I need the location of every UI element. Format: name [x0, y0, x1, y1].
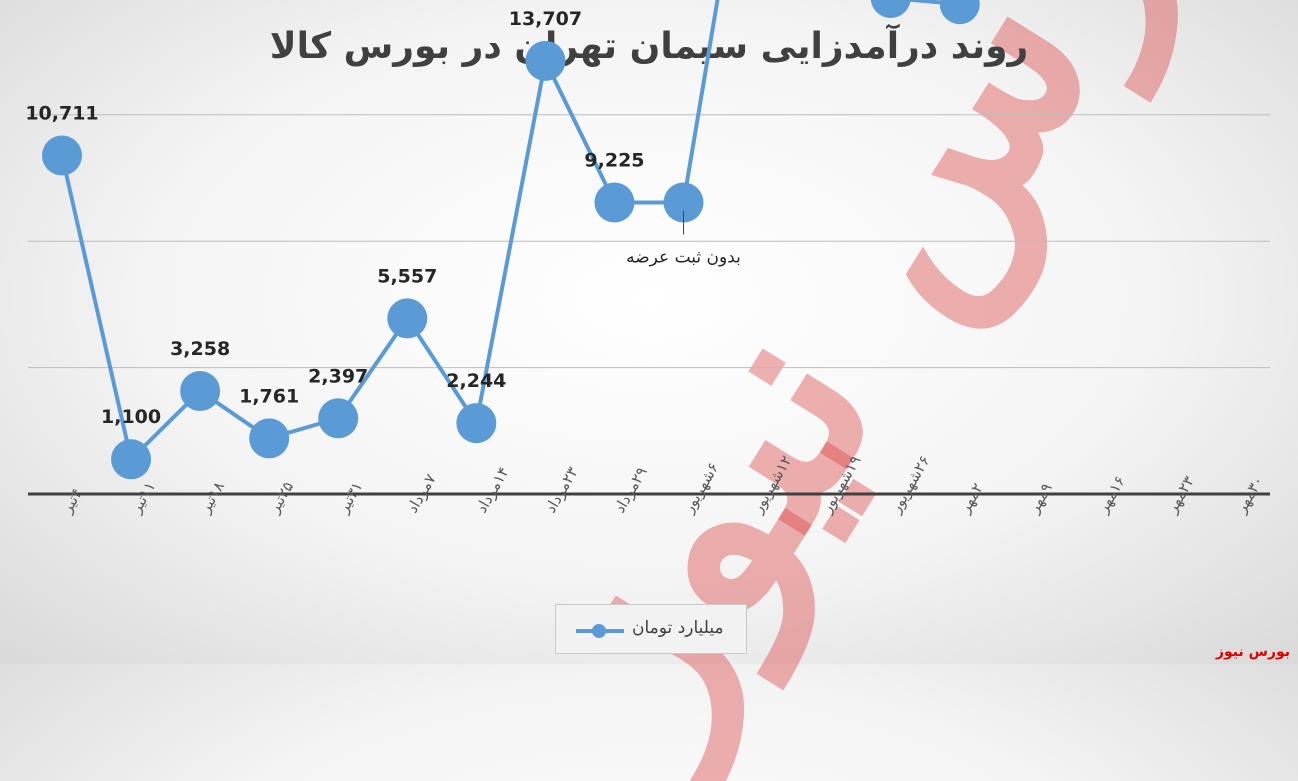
legend-label: میلیارد تومان — [632, 618, 724, 638]
data-point — [387, 298, 428, 339]
series-line-path — [60, 0, 968, 462]
data-label: 3,258 — [170, 338, 230, 360]
data-point — [111, 439, 152, 480]
data-point — [318, 398, 359, 439]
data-point — [870, 0, 911, 19]
brand-credit: بورس نیوز — [1215, 644, 1290, 660]
series-points — [42, 0, 980, 480]
x-tick-label: ۲۶شهریور — [886, 452, 934, 516]
gridlines — [28, 114, 1270, 369]
data-point — [663, 182, 704, 223]
x-tick-label: ۴تیر — [57, 485, 86, 517]
x-tick-label: ۹مهر — [1024, 480, 1056, 517]
data-label: 9,225 — [584, 149, 644, 171]
legend-marker-icon — [592, 624, 606, 638]
data-label: 13,707 — [509, 8, 582, 30]
annotation: بدون ثبت عرضه — [626, 210, 741, 267]
x-tick-label: ۱۹شهریور — [817, 452, 865, 516]
data-point — [42, 135, 82, 176]
x-tick-label: ۱۴مرداد — [472, 464, 513, 516]
series-line — [60, 0, 968, 462]
x-tick-label: ۱۱تیر — [126, 478, 159, 517]
legend: میلیارد تومان — [555, 604, 747, 654]
annotation-label: بدون ثبت عرضه — [626, 247, 741, 267]
data-point — [249, 418, 290, 459]
data-label: 1,100 — [101, 406, 161, 428]
x-tick-label: ۶شهریور — [679, 459, 723, 516]
chart-title: روند درآمدزایی سیمان تهران در بورس کالا — [269, 26, 1029, 67]
data-point — [525, 40, 566, 81]
data-label: 1,761 — [239, 385, 299, 407]
data-label: 2,397 — [308, 365, 368, 387]
data-point — [594, 182, 635, 223]
x-tick-label: ۲مهر — [955, 480, 987, 517]
data-point — [456, 403, 497, 444]
x-tick-label: ۱۸تیر — [195, 478, 228, 517]
data-label: 5,557 — [377, 265, 437, 287]
x-tick-label: ۱۲شهریور — [748, 452, 796, 516]
x-tick-label: ۲۵تیر — [265, 478, 298, 517]
data-labels: 10,711 1,100 3,258 1,761 2,397 5,557 2,244 13,7… — [25, 8, 644, 428]
x-tick-label: ۳۱تیر — [334, 478, 367, 517]
data-point — [180, 371, 221, 412]
x-tick-label: ۲۳مرداد — [541, 464, 582, 516]
x-tick-label: ۲۹مرداد — [610, 464, 651, 516]
data-label: 10,711 — [25, 103, 98, 125]
data-point — [939, 0, 980, 25]
data-label: 2,244 — [446, 370, 506, 392]
